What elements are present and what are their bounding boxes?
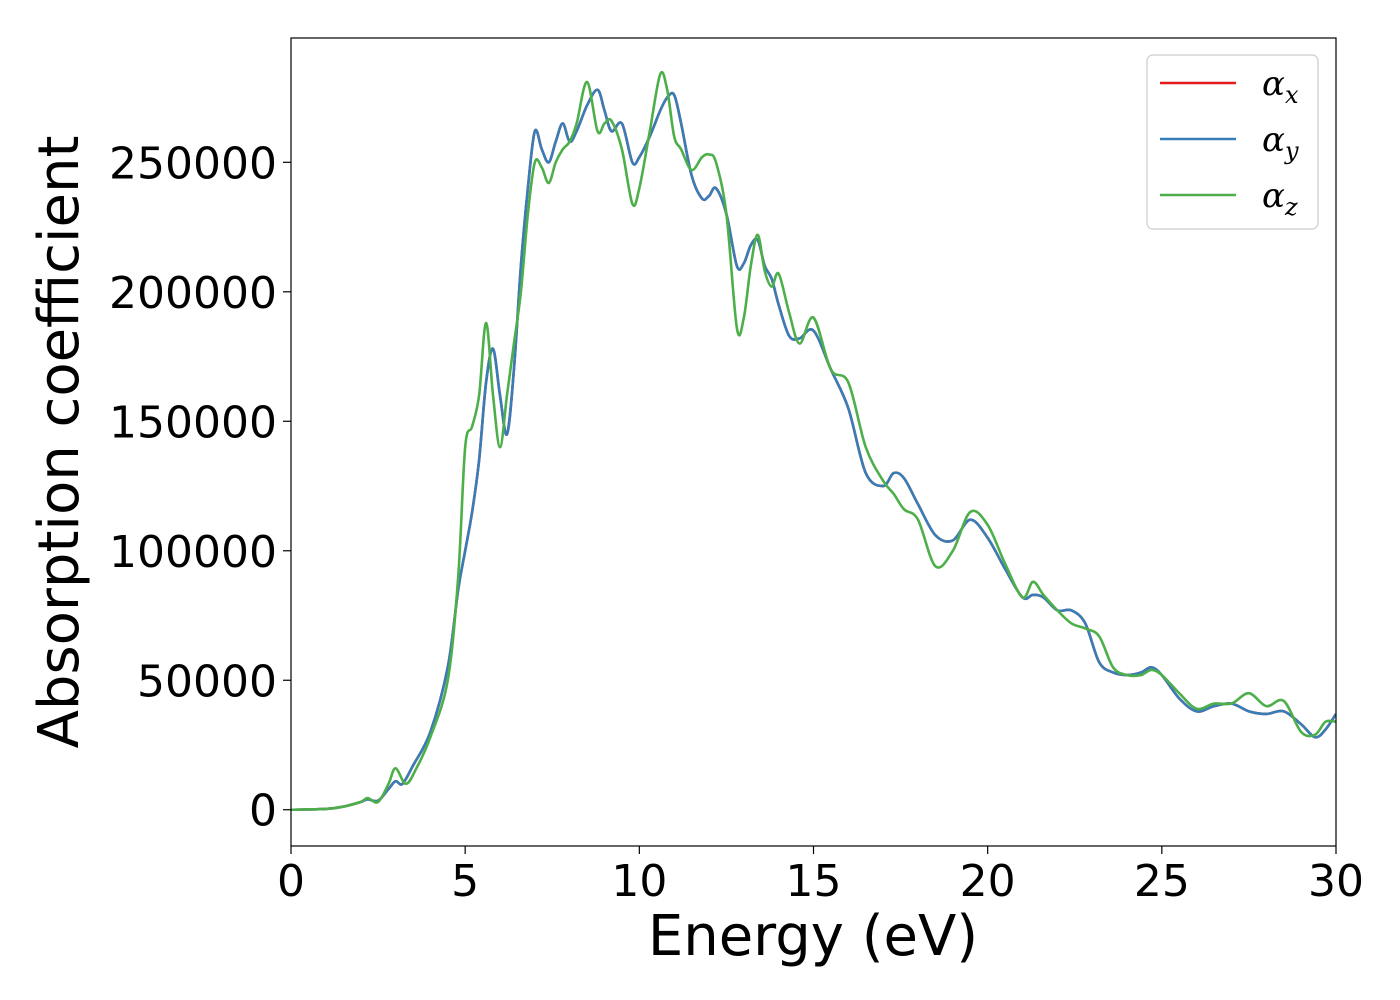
legend-label-y: αy [1262,120,1299,165]
series-line-z [291,71,1336,812]
legend-label-x: αx [1262,64,1299,109]
y-tick-label: 50000 [137,656,277,707]
legend: αx αy αz [1146,54,1319,230]
x-tick-label: 25 [1134,856,1190,907]
series-line-y [291,88,1336,812]
x-axis-label: Energy (eV) [648,904,978,969]
legend-label-z: αz [1262,176,1298,221]
x-tick-label: 20 [960,856,1016,907]
series-layer [291,71,1336,812]
x-tick-label: 10 [611,856,667,907]
x-tick-label: 30 [1308,856,1364,907]
legend-box [1146,54,1319,230]
y-tick-label: 0 [249,786,277,837]
y-tick-label: 100000 [109,527,277,578]
y-tick-label: 250000 [109,138,277,189]
x-tick-label: 15 [786,856,842,907]
y-axis-label: Absorption coefficient [27,136,92,749]
y-axis-ticks: 0 50000 100000 150000 200000 250000 [109,138,291,837]
x-tick-label: 5 [451,856,479,907]
x-tick-label: 0 [277,856,305,907]
y-tick-label: 150000 [109,397,277,448]
y-tick-label: 200000 [109,268,277,319]
x-axis-ticks: 0 5 10 15 20 25 30 [277,846,1364,907]
